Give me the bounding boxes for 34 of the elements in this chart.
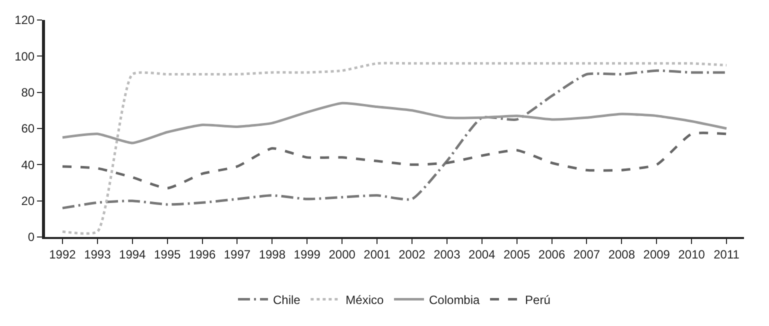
x-tick-label: 2005	[503, 247, 530, 262]
legend-label: Chile	[273, 292, 301, 307]
x-tick-label: 2011	[714, 247, 740, 262]
x-tick-label: 2010	[678, 247, 706, 262]
x-tick-label: 2001	[364, 247, 391, 262]
line-series	[61, 69, 728, 210]
x-tick-label: 1999	[294, 247, 321, 262]
x-tick-label: 2006	[538, 247, 566, 262]
x-tick-label: 2003	[434, 247, 461, 262]
x-tick-label: 2002	[398, 247, 426, 262]
x-tick-label: 2000	[328, 247, 356, 262]
legend-label: México	[346, 292, 384, 307]
legend-label: Perú	[525, 292, 550, 307]
x-tick-label: 1993	[84, 247, 112, 262]
x-tick-label: 1994	[119, 247, 146, 262]
x-tick-label: 1998	[258, 247, 286, 262]
x-tick-label: 1992	[49, 247, 76, 262]
y-tick-label: 20	[21, 194, 35, 208]
y-tick-label: 40	[21, 158, 35, 172]
x-tick-label: 2007	[573, 247, 600, 262]
line-series	[61, 102, 728, 144]
x-tick-label: 1997	[224, 247, 251, 262]
y-tick-label: 120	[14, 13, 35, 28]
y-tick-label: 100	[14, 49, 35, 64]
legend-label: Colombia	[429, 292, 480, 307]
y-tick-label: 80	[21, 86, 35, 100]
x-tick-label: 2004	[468, 247, 496, 262]
y-tick-label: 0	[28, 230, 35, 244]
y-tick-label: 60	[21, 122, 35, 136]
x-tick-label: 1996	[188, 247, 216, 262]
line-series	[61, 132, 728, 190]
x-tick-label: 1995	[154, 247, 181, 262]
x-tick-label: 2009	[643, 247, 670, 262]
x-tick-label: 2008	[608, 247, 636, 262]
